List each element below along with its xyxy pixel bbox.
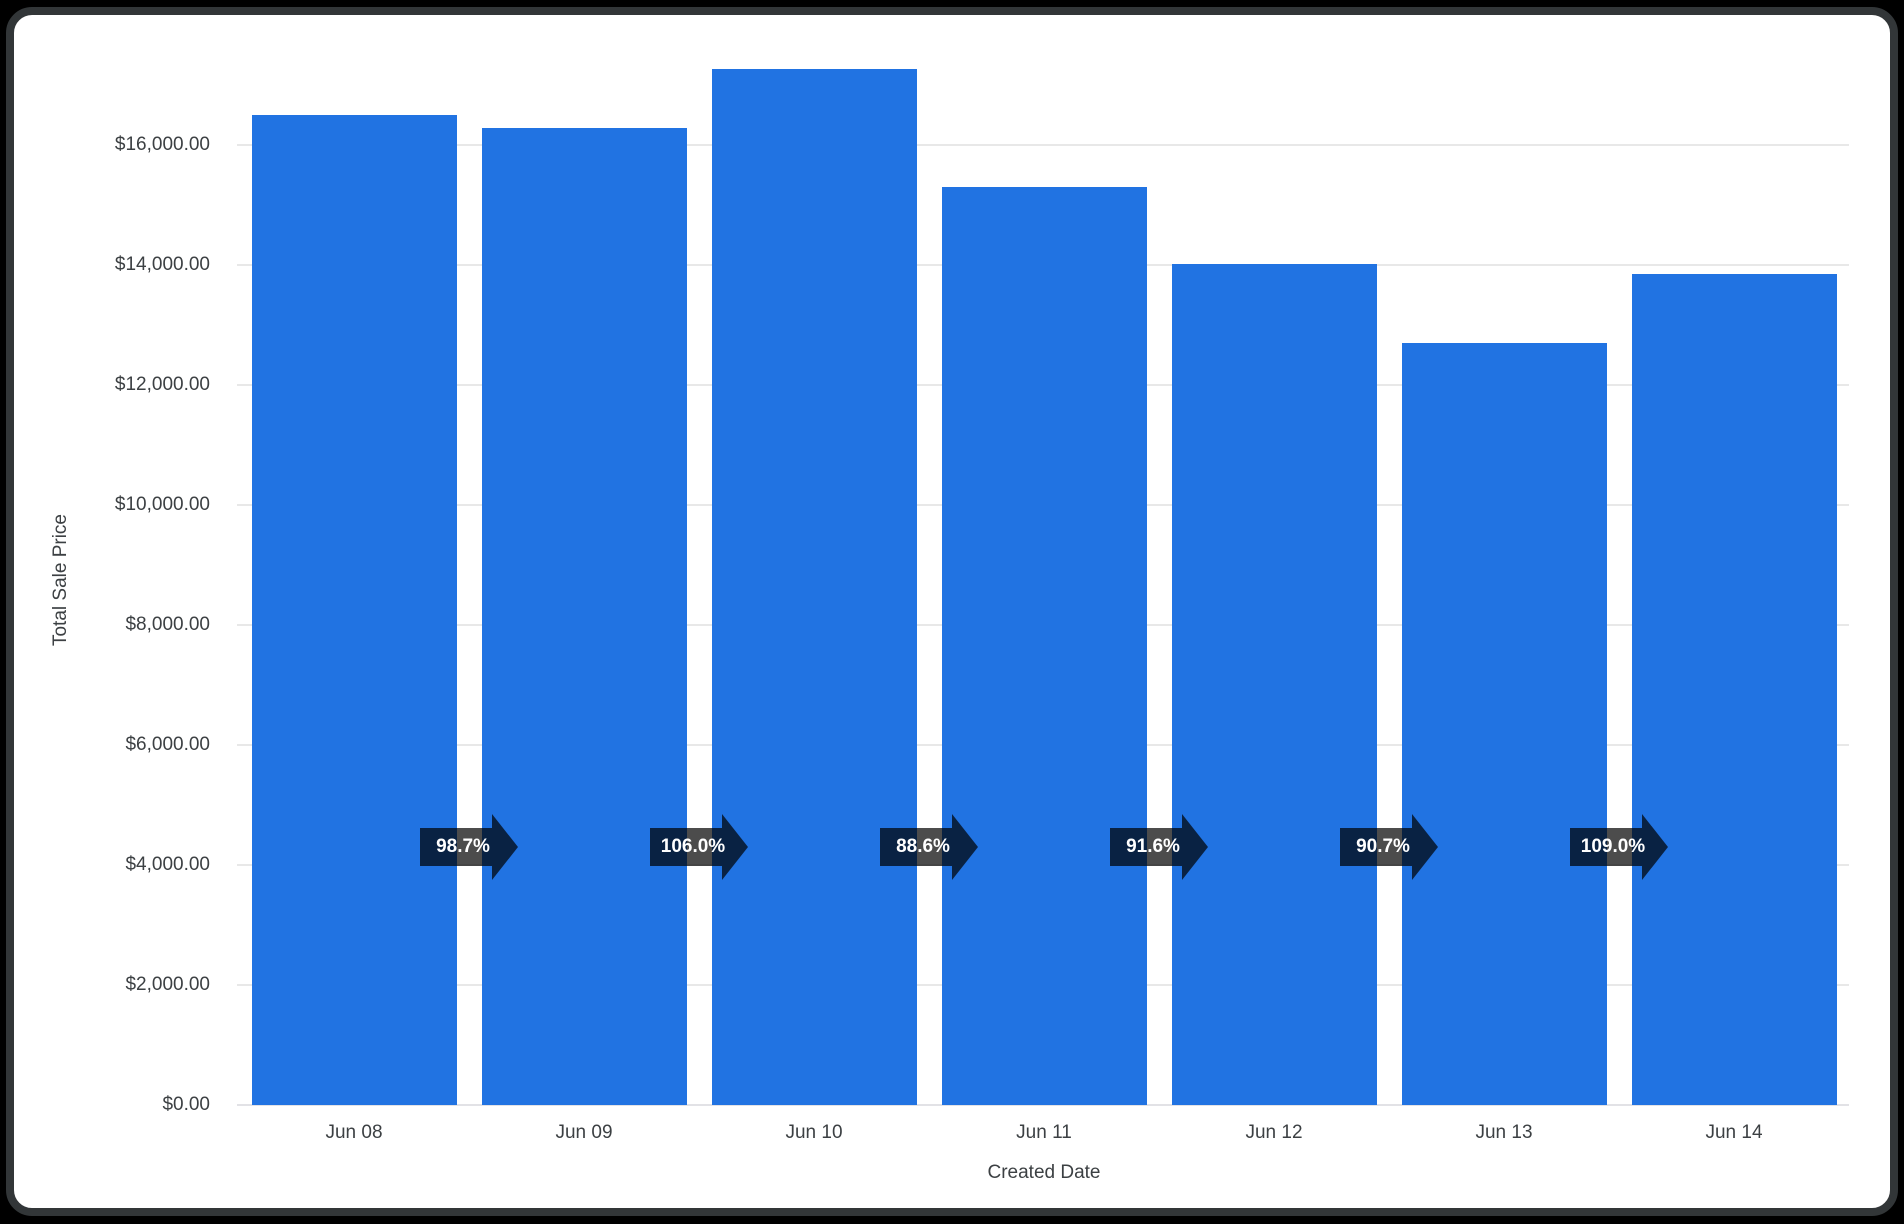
bar-jun-08[interactable]	[251, 115, 457, 1105]
bar-jun-13[interactable]	[1401, 342, 1607, 1105]
gridline	[237, 144, 1849, 146]
y-tick-label: $10,000.00	[114, 494, 210, 515]
badge-body: 98.7%	[420, 828, 492, 866]
growth-arrow-badge: 91.6%	[1110, 814, 1208, 880]
y-tick-label: $8,000.00	[125, 614, 210, 635]
growth-arrow-badge: 88.6%	[880, 814, 978, 880]
y-tick-label: $16,000.00	[114, 134, 210, 155]
badge-body: 106.0%	[650, 828, 725, 866]
growth-arrow-badge: 109.0%	[1570, 814, 1668, 880]
growth-arrow-badge: 98.7%	[420, 814, 518, 880]
badge-percentage-label: 90.7%	[1356, 836, 1410, 857]
y-tick-label: $4,000.00	[125, 854, 210, 875]
badge-percentage-label: 91.6%	[1126, 836, 1180, 857]
bar-jun-14[interactable]	[1631, 274, 1837, 1105]
badge-percentage-label: 98.7%	[436, 836, 490, 857]
bar-jun-09[interactable]	[481, 127, 687, 1105]
badge-body: 109.0%	[1570, 828, 1645, 866]
x-tick-label: Jun 09	[555, 1122, 613, 1143]
badge-percentage-label: 88.6%	[896, 836, 950, 857]
badge-percentage-label: 109.0%	[1580, 836, 1646, 857]
badge-body: 90.7%	[1340, 828, 1412, 866]
bar-chart: 98.7% 106.0% 88.6% 91.6% 90.7% 109.0% $0.00 $2…	[14, 15, 1890, 1208]
arrow-right-icon	[1182, 814, 1208, 880]
x-axis-title: Created Date	[987, 1162, 1101, 1183]
x-tick-label: Jun 10	[785, 1122, 843, 1143]
y-tick-label: $0.00	[162, 1094, 210, 1115]
badge-body: 91.6%	[1110, 828, 1182, 866]
y-tick-label: $2,000.00	[125, 974, 210, 995]
bar-jun-10[interactable]	[711, 69, 917, 1105]
arrow-right-icon	[952, 814, 978, 880]
bar-jun-11[interactable]	[941, 187, 1147, 1105]
x-tick-label: Jun 14	[1705, 1122, 1763, 1143]
x-tick-label: Jun 12	[1245, 1122, 1303, 1143]
gridline	[237, 1104, 1849, 1106]
badge-percentage-label: 106.0%	[660, 836, 726, 857]
x-tick-label: Jun 08	[325, 1122, 383, 1143]
y-tick-label: $14,000.00	[114, 254, 210, 275]
badge-body: 88.6%	[880, 828, 952, 866]
arrow-right-icon	[1642, 814, 1668, 880]
arrow-right-icon	[492, 814, 518, 880]
growth-arrow-badge: 106.0%	[650, 814, 748, 880]
bar-jun-12[interactable]	[1171, 264, 1377, 1105]
arrow-right-icon	[722, 814, 748, 880]
x-tick-label: Jun 13	[1475, 1122, 1533, 1143]
growth-arrow-badge: 90.7%	[1340, 814, 1438, 880]
y-axis-title: Total Sale Price	[50, 513, 71, 647]
chart-card: 98.7% 106.0% 88.6% 91.6% 90.7% 109.0% $0.00 $2…	[6, 7, 1898, 1216]
y-tick-label: $12,000.00	[114, 374, 210, 395]
y-tick-label: $6,000.00	[125, 734, 210, 755]
x-tick-label: Jun 11	[1016, 1122, 1072, 1143]
arrow-right-icon	[1412, 814, 1438, 880]
